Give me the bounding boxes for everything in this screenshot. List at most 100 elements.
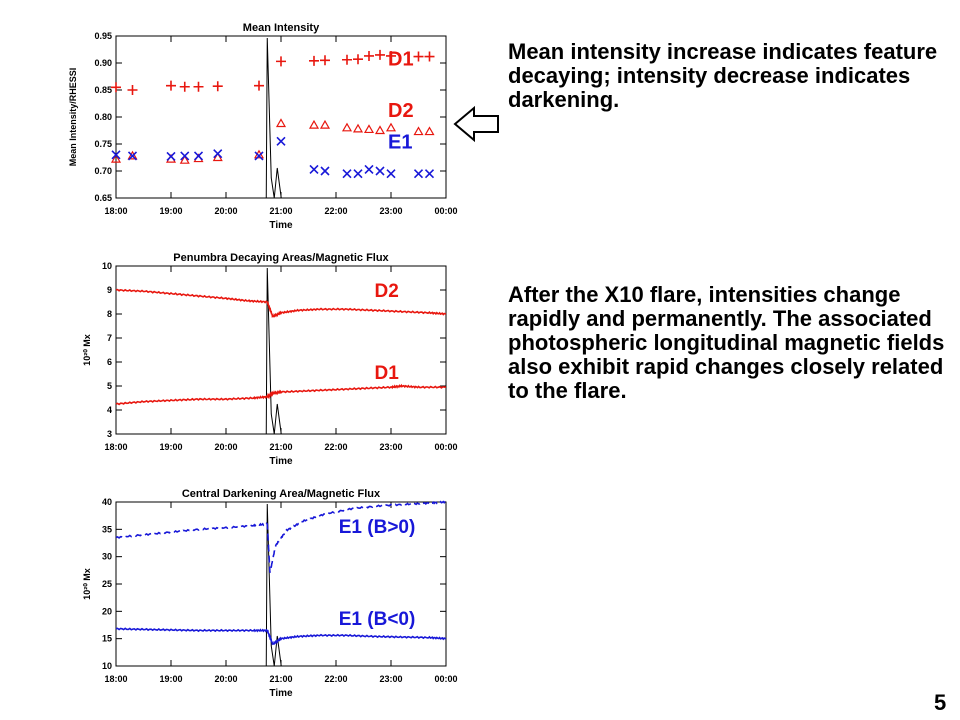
y-tick-label: 0.90 bbox=[94, 58, 112, 68]
series-label: E1 bbox=[388, 131, 412, 153]
data-point bbox=[179, 81, 190, 92]
data-point bbox=[212, 152, 223, 162]
series-line-0 bbox=[115, 500, 447, 573]
chart-title: Penumbra Decaying Areas/Magnetic Flux bbox=[173, 252, 389, 264]
data-point bbox=[276, 56, 286, 67]
y-tick-label: 7 bbox=[107, 333, 112, 343]
data-point bbox=[127, 150, 138, 160]
data-point bbox=[254, 80, 264, 91]
data-point bbox=[213, 149, 223, 159]
y-axis-label: 10²⁰ Mx bbox=[82, 334, 92, 366]
data-point bbox=[212, 81, 223, 92]
x-tick-label: 21:00 bbox=[269, 442, 292, 452]
chart-title: Mean Intensity bbox=[243, 22, 320, 34]
series-label: D2 bbox=[375, 281, 399, 302]
series-label: D2 bbox=[388, 100, 414, 122]
y-tick-label: 20 bbox=[102, 606, 112, 616]
data-point bbox=[110, 153, 122, 163]
flare-spike bbox=[265, 37, 282, 199]
y-tick-label: 5 bbox=[107, 381, 112, 391]
data-point bbox=[308, 119, 320, 129]
text-flare-note: After the X10 flare, intensities change … bbox=[508, 282, 945, 403]
x-tick-label: 18:00 bbox=[104, 206, 127, 216]
x-tick-label: 22:00 bbox=[324, 206, 347, 216]
x-tick-label: 20:00 bbox=[214, 442, 237, 452]
data-point bbox=[342, 54, 352, 65]
y-tick-label: 4 bbox=[107, 405, 112, 415]
data-point bbox=[353, 169, 363, 179]
x-tick-label: 20:00 bbox=[214, 674, 237, 684]
data-point bbox=[374, 125, 386, 135]
data-point bbox=[364, 164, 374, 174]
y-tick-label: 15 bbox=[102, 634, 112, 644]
x-tick-label: 19:00 bbox=[159, 674, 182, 684]
series-e1 bbox=[111, 136, 435, 179]
x-axis-label: Time bbox=[269, 220, 293, 231]
data-point bbox=[424, 126, 435, 136]
y-tick-label: 0.95 bbox=[94, 31, 112, 41]
data-point bbox=[424, 169, 435, 179]
data-point bbox=[179, 154, 190, 164]
y-tick-label: 0.80 bbox=[94, 112, 112, 122]
data-point bbox=[363, 124, 375, 134]
y-tick-label: 10 bbox=[102, 261, 112, 271]
y-axis-label: Mean Intensity/RHESSI bbox=[68, 68, 78, 167]
y-tick-label: 40 bbox=[102, 497, 112, 507]
x-tick-label: 19:00 bbox=[159, 442, 182, 452]
central-darkening-chart: 18:00 19:00 20:00 21:00 22:00 23:00 00:00 10 15 2… bbox=[82, 488, 458, 699]
data-point bbox=[193, 151, 204, 161]
x-tick-label: 22:00 bbox=[324, 442, 347, 452]
data-point bbox=[254, 151, 264, 161]
x-tick-label: 00:00 bbox=[434, 206, 457, 216]
data-point bbox=[319, 119, 331, 129]
series-label: E1 (B<0) bbox=[339, 609, 416, 630]
x-axis-label: Time bbox=[269, 456, 293, 467]
series-line-0 bbox=[115, 288, 447, 318]
data-point bbox=[424, 51, 435, 62]
series-line-1 bbox=[115, 627, 447, 646]
data-point bbox=[180, 151, 190, 161]
y-tick-label: 35 bbox=[102, 524, 112, 534]
data-point bbox=[275, 118, 287, 128]
y-tick-label: 3 bbox=[107, 429, 112, 439]
data-point bbox=[375, 49, 385, 60]
x-tick-label: 18:00 bbox=[104, 674, 127, 684]
y-tick-label: 0.75 bbox=[94, 139, 112, 149]
data-point bbox=[276, 136, 286, 146]
series-line-1 bbox=[115, 383, 447, 406]
left-arrow-icon bbox=[453, 105, 499, 143]
mean-intensity-chart: 18:00 19:00 20:00 21:00 22:00 23:00 00:00 0.65 0… bbox=[68, 22, 458, 231]
y-tick-label: 6 bbox=[107, 357, 112, 367]
data-point bbox=[166, 80, 176, 91]
data-point bbox=[320, 166, 330, 176]
data-point bbox=[352, 123, 364, 133]
data-point bbox=[364, 50, 374, 61]
y-tick-label: 0.65 bbox=[94, 193, 112, 203]
data-point bbox=[386, 169, 396, 179]
text-decay-note: Mean intensity increase indicates featur… bbox=[508, 39, 938, 112]
y-tick-label: 0.70 bbox=[94, 166, 112, 176]
series-d2 bbox=[110, 118, 435, 164]
data-point bbox=[166, 151, 176, 161]
data-point bbox=[385, 122, 397, 132]
y-tick-label: 9 bbox=[107, 285, 112, 295]
x-tick-label: 19:00 bbox=[159, 206, 182, 216]
data-point bbox=[375, 166, 385, 176]
x-axis-label: Time bbox=[269, 688, 293, 699]
y-axis-label: 10²⁰ Mx bbox=[82, 568, 92, 600]
series-label: D1 bbox=[388, 49, 414, 71]
data-point bbox=[193, 81, 204, 92]
x-tick-label: 23:00 bbox=[379, 206, 402, 216]
y-tick-label: 0.85 bbox=[94, 85, 112, 95]
data-point bbox=[413, 51, 424, 62]
series-label: D1 bbox=[375, 363, 400, 384]
data-point bbox=[320, 55, 330, 66]
y-tick-label: 30 bbox=[102, 552, 112, 562]
chart-title: Central Darkening Area/Magnetic Flux bbox=[182, 488, 381, 500]
series-label: E1 (B>0) bbox=[339, 517, 416, 538]
x-tick-label: 22:00 bbox=[324, 674, 347, 684]
x-tick-label: 21:00 bbox=[269, 206, 292, 216]
data-point bbox=[342, 169, 352, 179]
y-tick-label: 8 bbox=[107, 309, 112, 319]
